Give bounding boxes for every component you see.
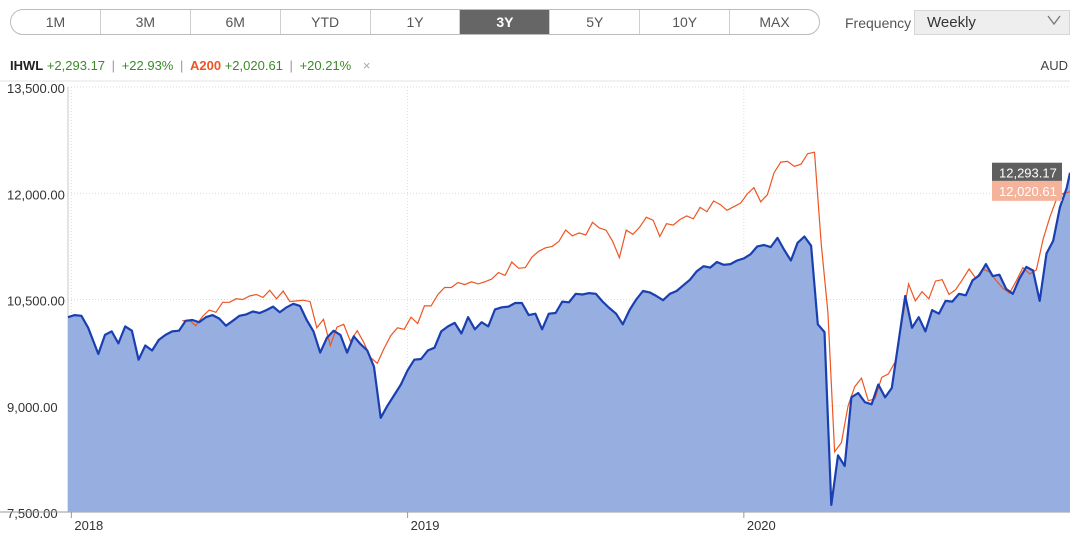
- y-tick-label: 10,500.00: [7, 294, 65, 309]
- range-button-3m[interactable]: 3M: [101, 10, 191, 34]
- range-button-10y[interactable]: 10Y: [640, 10, 731, 34]
- chevron-down-icon: [1047, 15, 1061, 26]
- ihwl-last-value-text: 12,293.17: [999, 166, 1057, 181]
- y-tick-label: 7,500.00: [7, 506, 58, 521]
- frequency-select[interactable]: Weekly: [914, 10, 1070, 35]
- legend-separator: |: [289, 58, 293, 73]
- y-tick-label: 13,500.00: [7, 81, 65, 96]
- legend-separator: |: [111, 58, 116, 73]
- frequency-value: Weekly: [927, 14, 976, 31]
- legend-change-a200: +2,020.61: [224, 58, 283, 73]
- range-button-5y[interactable]: 5Y: [550, 10, 641, 34]
- range-button-1m[interactable]: 1M: [11, 10, 101, 34]
- range-button-3y[interactable]: 3Y: [460, 10, 551, 34]
- ihwl-series-line: [67, 172, 1070, 506]
- range-selector: 1M 3M 6M YTD 1Y 3Y 5Y 10Y MAX: [10, 9, 820, 35]
- legend: IHWL +2,293.17 | +22.93% | A200 +2,020.6…: [10, 58, 370, 73]
- y-tick-label: 12,000.00: [7, 187, 65, 202]
- legend-separator: |: [180, 58, 184, 73]
- ihwl-last-value-badge: [992, 162, 1062, 183]
- a200-last-value-badge: [992, 180, 1062, 201]
- x-tick-label: 2019: [411, 518, 440, 533]
- range-button-ytd[interactable]: YTD: [281, 10, 371, 34]
- x-tick-label: 2020: [747, 518, 776, 533]
- ihwl-area: [68, 172, 1070, 512]
- legend-symbol-ihwl: IHWL: [10, 58, 44, 73]
- legend-pct-ihwl: +22.93%: [121, 58, 174, 73]
- a200-last-value-text: 12,020.61: [999, 184, 1057, 199]
- remove-comparison-icon[interactable]: ×: [362, 58, 371, 73]
- legend-pct-a200: +20.21%: [299, 58, 352, 73]
- legend-symbol-a200: A200: [190, 58, 222, 73]
- y-tick-label: 9,000.00: [7, 400, 58, 415]
- range-button-max[interactable]: MAX: [759, 14, 790, 30]
- currency-label: AUD: [1040, 58, 1068, 73]
- range-button-1y[interactable]: 1Y: [371, 10, 461, 34]
- legend-change-ihwl: +2,293.17: [46, 58, 106, 73]
- x-tick-label: 2018: [74, 518, 103, 533]
- range-button-6m[interactable]: 6M: [191, 10, 281, 34]
- frequency-label: Frequency: [845, 15, 912, 31]
- a200-series-line: [182, 151, 1070, 454]
